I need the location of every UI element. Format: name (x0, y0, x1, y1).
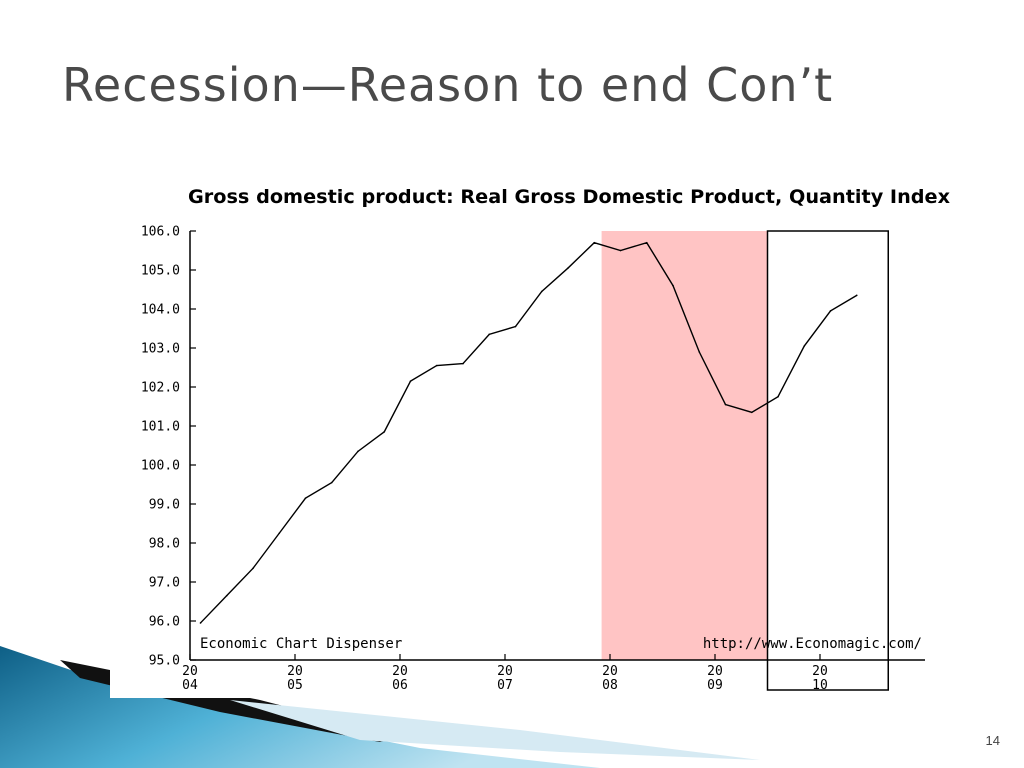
x-tick-label-bottom: 08 (602, 678, 618, 693)
data-point (330, 481, 333, 484)
highlight-box (766, 230, 889, 691)
chart-container: Gross domestic product: Real Gross Domes… (110, 170, 950, 698)
data-point (462, 362, 464, 365)
x-tick-label-top: 20 (182, 664, 198, 679)
chart-footer-left: Economic Chart Dispenser (200, 636, 402, 652)
x-tick-label-top: 20 (497, 664, 513, 679)
data-point (488, 333, 491, 336)
data-point (724, 403, 727, 406)
data-point (672, 284, 674, 287)
data-point (278, 532, 281, 535)
x-tick-label-bottom: 09 (707, 678, 723, 693)
y-tick-label: 95.0 (149, 654, 180, 669)
data-point (567, 267, 569, 269)
x-tick-label-top: 20 (812, 664, 828, 679)
page-number: 14 (985, 733, 1000, 748)
data-point (514, 325, 517, 328)
x-tick-label-bottom: 06 (392, 678, 408, 693)
y-tick-label: 97.0 (149, 576, 180, 591)
data-point (409, 380, 412, 382)
y-axis: 106.0 105.0 104.0 103.0 102.0 101.0 100.0 99.0 9… (141, 225, 196, 669)
data-point (304, 497, 307, 499)
y-tick-label: 106.0 (141, 225, 180, 240)
data-point (619, 249, 622, 252)
data-point (357, 450, 359, 453)
chart-footer-right: http://www.Economagic.com/ (703, 636, 922, 652)
data-point (645, 241, 648, 244)
recession-shade (601, 231, 768, 660)
x-tick-label-top: 20 (287, 664, 303, 679)
x-tick-label-bottom: 10 (812, 678, 828, 693)
y-tick-label: 102.0 (141, 381, 180, 396)
data-point (855, 294, 858, 297)
data-points (199, 241, 858, 624)
y-tick-label: 104.0 (141, 303, 180, 318)
data-point (829, 310, 832, 312)
x-tick-label-bottom: 07 (497, 678, 513, 693)
y-tick-label: 100.0 (141, 459, 180, 474)
data-point (540, 290, 543, 293)
data-point (199, 622, 202, 624)
gdp-line-chart: Gross domestic product: Real Gross Domes… (141, 186, 950, 693)
data-point (252, 567, 254, 570)
x-tick-label-top: 20 (392, 664, 408, 679)
x-tick-label-top: 20 (707, 664, 723, 679)
y-tick-label: 96.0 (149, 615, 180, 630)
series-line-gdp (199, 241, 858, 624)
data-point (225, 594, 228, 597)
y-tick-label: 99.0 (149, 498, 180, 513)
data-point (777, 395, 779, 398)
x-tick-label-top: 20 (602, 664, 618, 679)
slide-title: Recession—Reason to end Con’t (62, 58, 834, 112)
data-point (750, 411, 753, 414)
chart-title: Gross domestic product: Real Gross Domes… (188, 186, 950, 208)
data-point (435, 364, 438, 367)
decor-swoosh-blue (0, 646, 600, 768)
y-tick-label: 101.0 (141, 420, 180, 435)
x-tick-label-bottom: 05 (287, 678, 303, 693)
data-point (383, 431, 386, 433)
data-point (593, 241, 596, 244)
y-tick-label: 105.0 (141, 264, 180, 279)
x-tick-label-bottom: 04 (182, 678, 198, 693)
y-tick-label: 103.0 (141, 342, 180, 357)
data-point (698, 351, 701, 353)
y-tick-label: 98.0 (149, 537, 180, 552)
data-point (803, 345, 806, 347)
decor-swoosh-light (230, 700, 760, 760)
